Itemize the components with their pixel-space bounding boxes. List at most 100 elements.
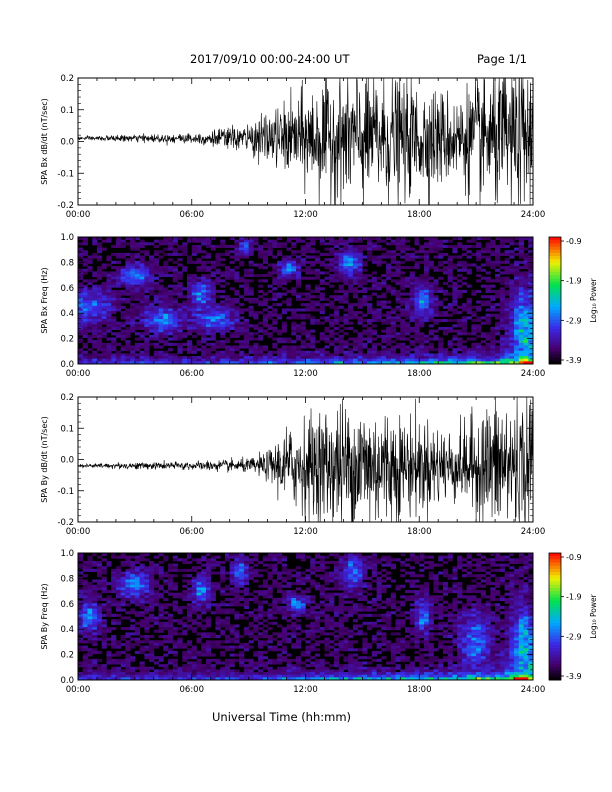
heatmap-cell [82,332,88,336]
heatmap-cell [305,292,311,296]
heatmap-cell [125,348,131,352]
heatmap-cell [310,345,316,349]
heatmap-cell [314,319,321,323]
heatmap-cell [87,624,93,628]
heatmap-cell [134,613,141,617]
heatmap-cell [182,321,188,325]
heatmap-cell [343,260,349,264]
heatmap-cell [153,619,159,623]
heatmap-cell [205,268,212,272]
heatmap-cell [130,608,136,612]
heatmap-cell [262,353,268,357]
heatmap-cell [201,319,207,323]
heatmap-cell [362,303,368,307]
heatmap-cell [168,576,174,580]
heatmap-cell [367,242,373,246]
heatmap-cell [262,266,268,270]
heatmap-cell [371,271,377,275]
heatmap-cell [480,268,486,272]
heatmap-cell [371,276,377,280]
heatmap-cell [461,340,468,344]
heatmap-cell [187,664,193,668]
heatmap-cell [272,566,278,570]
heatmap-cell [210,356,216,360]
y-tick-label: 0.4 [60,309,74,319]
heatmap-cell [153,326,159,331]
heatmap-cell [215,319,221,323]
heatmap-cell [210,640,216,644]
heatmap-cell [272,292,278,296]
heatmap-cell [215,324,221,328]
heatmap-cell [371,319,377,323]
heatmap-cell [343,244,349,248]
heatmap-cell [182,664,188,668]
heatmap-cell [390,289,396,293]
heatmap-cell [215,276,221,280]
heatmap-cell [518,356,524,360]
heatmap-cell [139,337,145,341]
heatmap-cell [243,271,250,275]
heatmap-cell [125,287,131,291]
heatmap-cell [96,353,103,357]
heatmap-cell [220,313,226,317]
heatmap-cell [215,645,221,649]
heatmap-cell [333,308,340,312]
heatmap-cell [352,292,359,296]
heatmap-cell [528,237,534,241]
heatmap-cell [172,672,178,676]
heatmap-cell [248,632,254,636]
heatmap-cell [149,319,155,323]
heatmap-cell [234,353,240,357]
heatmap-cell [518,242,524,246]
heatmap-cell [514,342,520,346]
heatmap-cell [234,266,240,270]
heatmap-cell [376,284,382,288]
heatmap-cell [201,266,207,270]
heatmap-cell [172,642,178,647]
heatmap-cell [442,244,449,248]
heatmap-cell [111,324,117,328]
heatmap-cell [258,300,264,304]
heatmap-cell [300,329,306,333]
heatmap-cell [457,244,463,248]
heatmap-cell [485,237,491,241]
heatmap-cell [490,252,496,256]
heatmap-cell [461,308,468,312]
heatmap-cell [357,319,363,323]
heatmap-cell [182,584,188,588]
heatmap-cell [485,361,491,365]
heatmap-cell [153,645,159,649]
heatmap-cell [400,358,406,362]
heatmap-cell [130,582,136,586]
heatmap-cell [357,340,363,344]
heatmap-cell [78,340,84,344]
heatmap-cell [272,242,278,246]
heatmap-cell [224,268,231,272]
heatmap-cell [253,650,259,654]
heatmap-cell [485,284,491,288]
heatmap-cell [215,313,221,317]
heatmap-cell [92,255,98,259]
heatmap-cell [163,334,169,338]
heatmap-cell [419,305,425,309]
heatmap-cell [400,297,406,301]
heatmap-cell [243,658,250,662]
heatmap-cell [381,284,387,288]
heatmap-cell [144,648,150,652]
heatmap-cell [201,250,207,254]
heatmap-cell [220,252,226,256]
heatmap-cell [253,629,259,633]
heatmap-cell [243,255,250,259]
heatmap-cell [92,605,98,609]
heatmap-cell [433,353,439,357]
heatmap-cell [210,611,216,615]
y-tick-label: 0.2 [60,74,74,84]
heatmap-cell [187,627,193,631]
heatmap-cell [205,653,212,657]
heatmap-cell [239,329,245,333]
heatmap-cell [490,308,496,312]
heatmap-cell [149,281,155,286]
heatmap-cell [125,611,131,615]
heatmap-cell [281,350,287,354]
heatmap-cell [466,337,472,341]
